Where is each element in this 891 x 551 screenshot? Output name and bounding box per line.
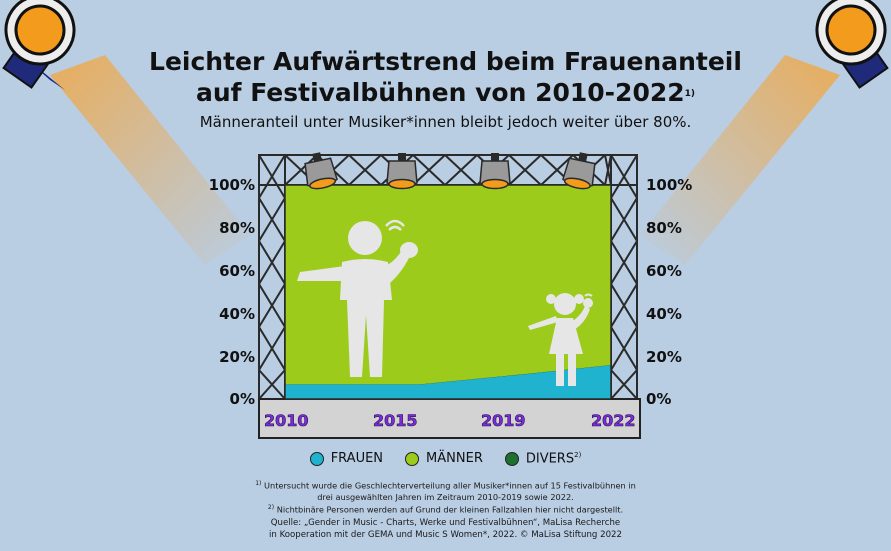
truss-brace [258,240,286,285]
y-tick-label: 0% [229,390,255,408]
truss-brace [508,154,542,186]
y-tick-label: 0% [646,390,672,408]
footnote-mark: 2) [267,504,275,511]
y-tick-label: 60% [219,262,255,280]
footnote-2: 2) Nichtbinäre Personen werden auf Grund… [0,502,891,516]
truss-brace [610,369,638,400]
truss-brace [258,154,286,199]
stage-lamp-icon [304,152,338,190]
truss-brace [258,326,286,371]
legend-label: FRAUEN [330,451,384,467]
footnote-text: Untersucht wurde die Geschlechterverteil… [264,480,636,491]
chart-subtitle: Männeranteil unter Musiker*innen bleibt … [199,113,692,131]
stage-lamps [304,152,596,190]
y-tick-label: 100% [646,176,693,194]
truss-brace [540,154,574,186]
truss-brace [348,154,382,186]
source-line: in Kooperation mit der GEMA und Music S … [269,530,622,540]
legend: FRAUEN MÄNNER DIVERS2) [0,451,891,466]
truss-brace [444,154,478,186]
y-tick-label: 80% [219,219,255,237]
truss-brace [258,197,286,242]
legend-swatch [405,451,420,466]
spotlight-icon [2,0,76,90]
title-line-2: auf Festivalbühnen von 2010-2022 [195,78,685,107]
legend-item-frauen: FRAUEN [309,451,384,467]
truss-brace [284,154,318,186]
legend-item-maenner: MÄNNER [405,451,483,466]
title-footnote-mark: 1) [684,89,696,99]
truss-brace [258,369,286,400]
title-line-1: Leichter Aufwärtstrend beim Frauenanteil [149,47,742,76]
stage-lamp-icon [386,153,418,190]
footnote-mark: 1) [255,480,262,487]
legend-swatch [309,451,324,466]
y-tick-label: 20% [646,348,682,366]
x-tick-label: 2015 [373,411,418,431]
x-tick-label: 2022 [591,411,636,431]
truss-brace [610,197,638,242]
y-tick-label: 100% [208,176,255,194]
x-tick-label: 2010 [264,411,309,431]
truss-brace [610,240,638,285]
man-singer-icon [297,219,418,377]
legend-footnote-mark: 2) [574,451,582,459]
legend-label: MÄNNER [426,451,483,467]
truss-brace [610,283,638,328]
truss-brace [412,154,446,186]
plot-border [284,184,612,400]
y-tick-label: 40% [219,305,255,323]
truss-brace [610,326,638,371]
source-line: Quelle: „Gender in Music - Charts, Werke… [270,518,621,528]
footnote-text: drei ausgewählten Jahren im Zeitraum 201… [317,491,574,502]
stage-lamp-icon [479,153,511,190]
legend-item-divers: DIVERS2) [504,451,582,467]
chart-title: Leichter Aufwärtstrend beim Frauenanteil… [0,46,891,108]
spotlight-icon [815,0,889,89]
footnote-1: 1) Untersucht wurde die Geschlechtervert… [0,478,891,503]
stage-floor [258,398,641,439]
girl-singer-icon [528,293,593,386]
truss-brace [258,283,286,328]
y-tick-label: 80% [646,219,682,237]
legend-swatch [504,451,519,466]
footnote-text: Nichtbinäre Personen werden auf Grund de… [276,504,624,515]
source-credit: Quelle: „Gender in Music - Charts, Werke… [0,517,891,541]
legend-label: DIVERS [525,451,575,467]
y-tick-label: 40% [646,305,682,323]
truss-brace [610,154,638,199]
truss-brace [604,154,612,186]
y-tick-label: 60% [646,262,682,280]
stage-lamp-icon [562,152,596,190]
y-tick-label: 20% [219,348,255,366]
x-tick-label: 2019 [481,411,526,431]
